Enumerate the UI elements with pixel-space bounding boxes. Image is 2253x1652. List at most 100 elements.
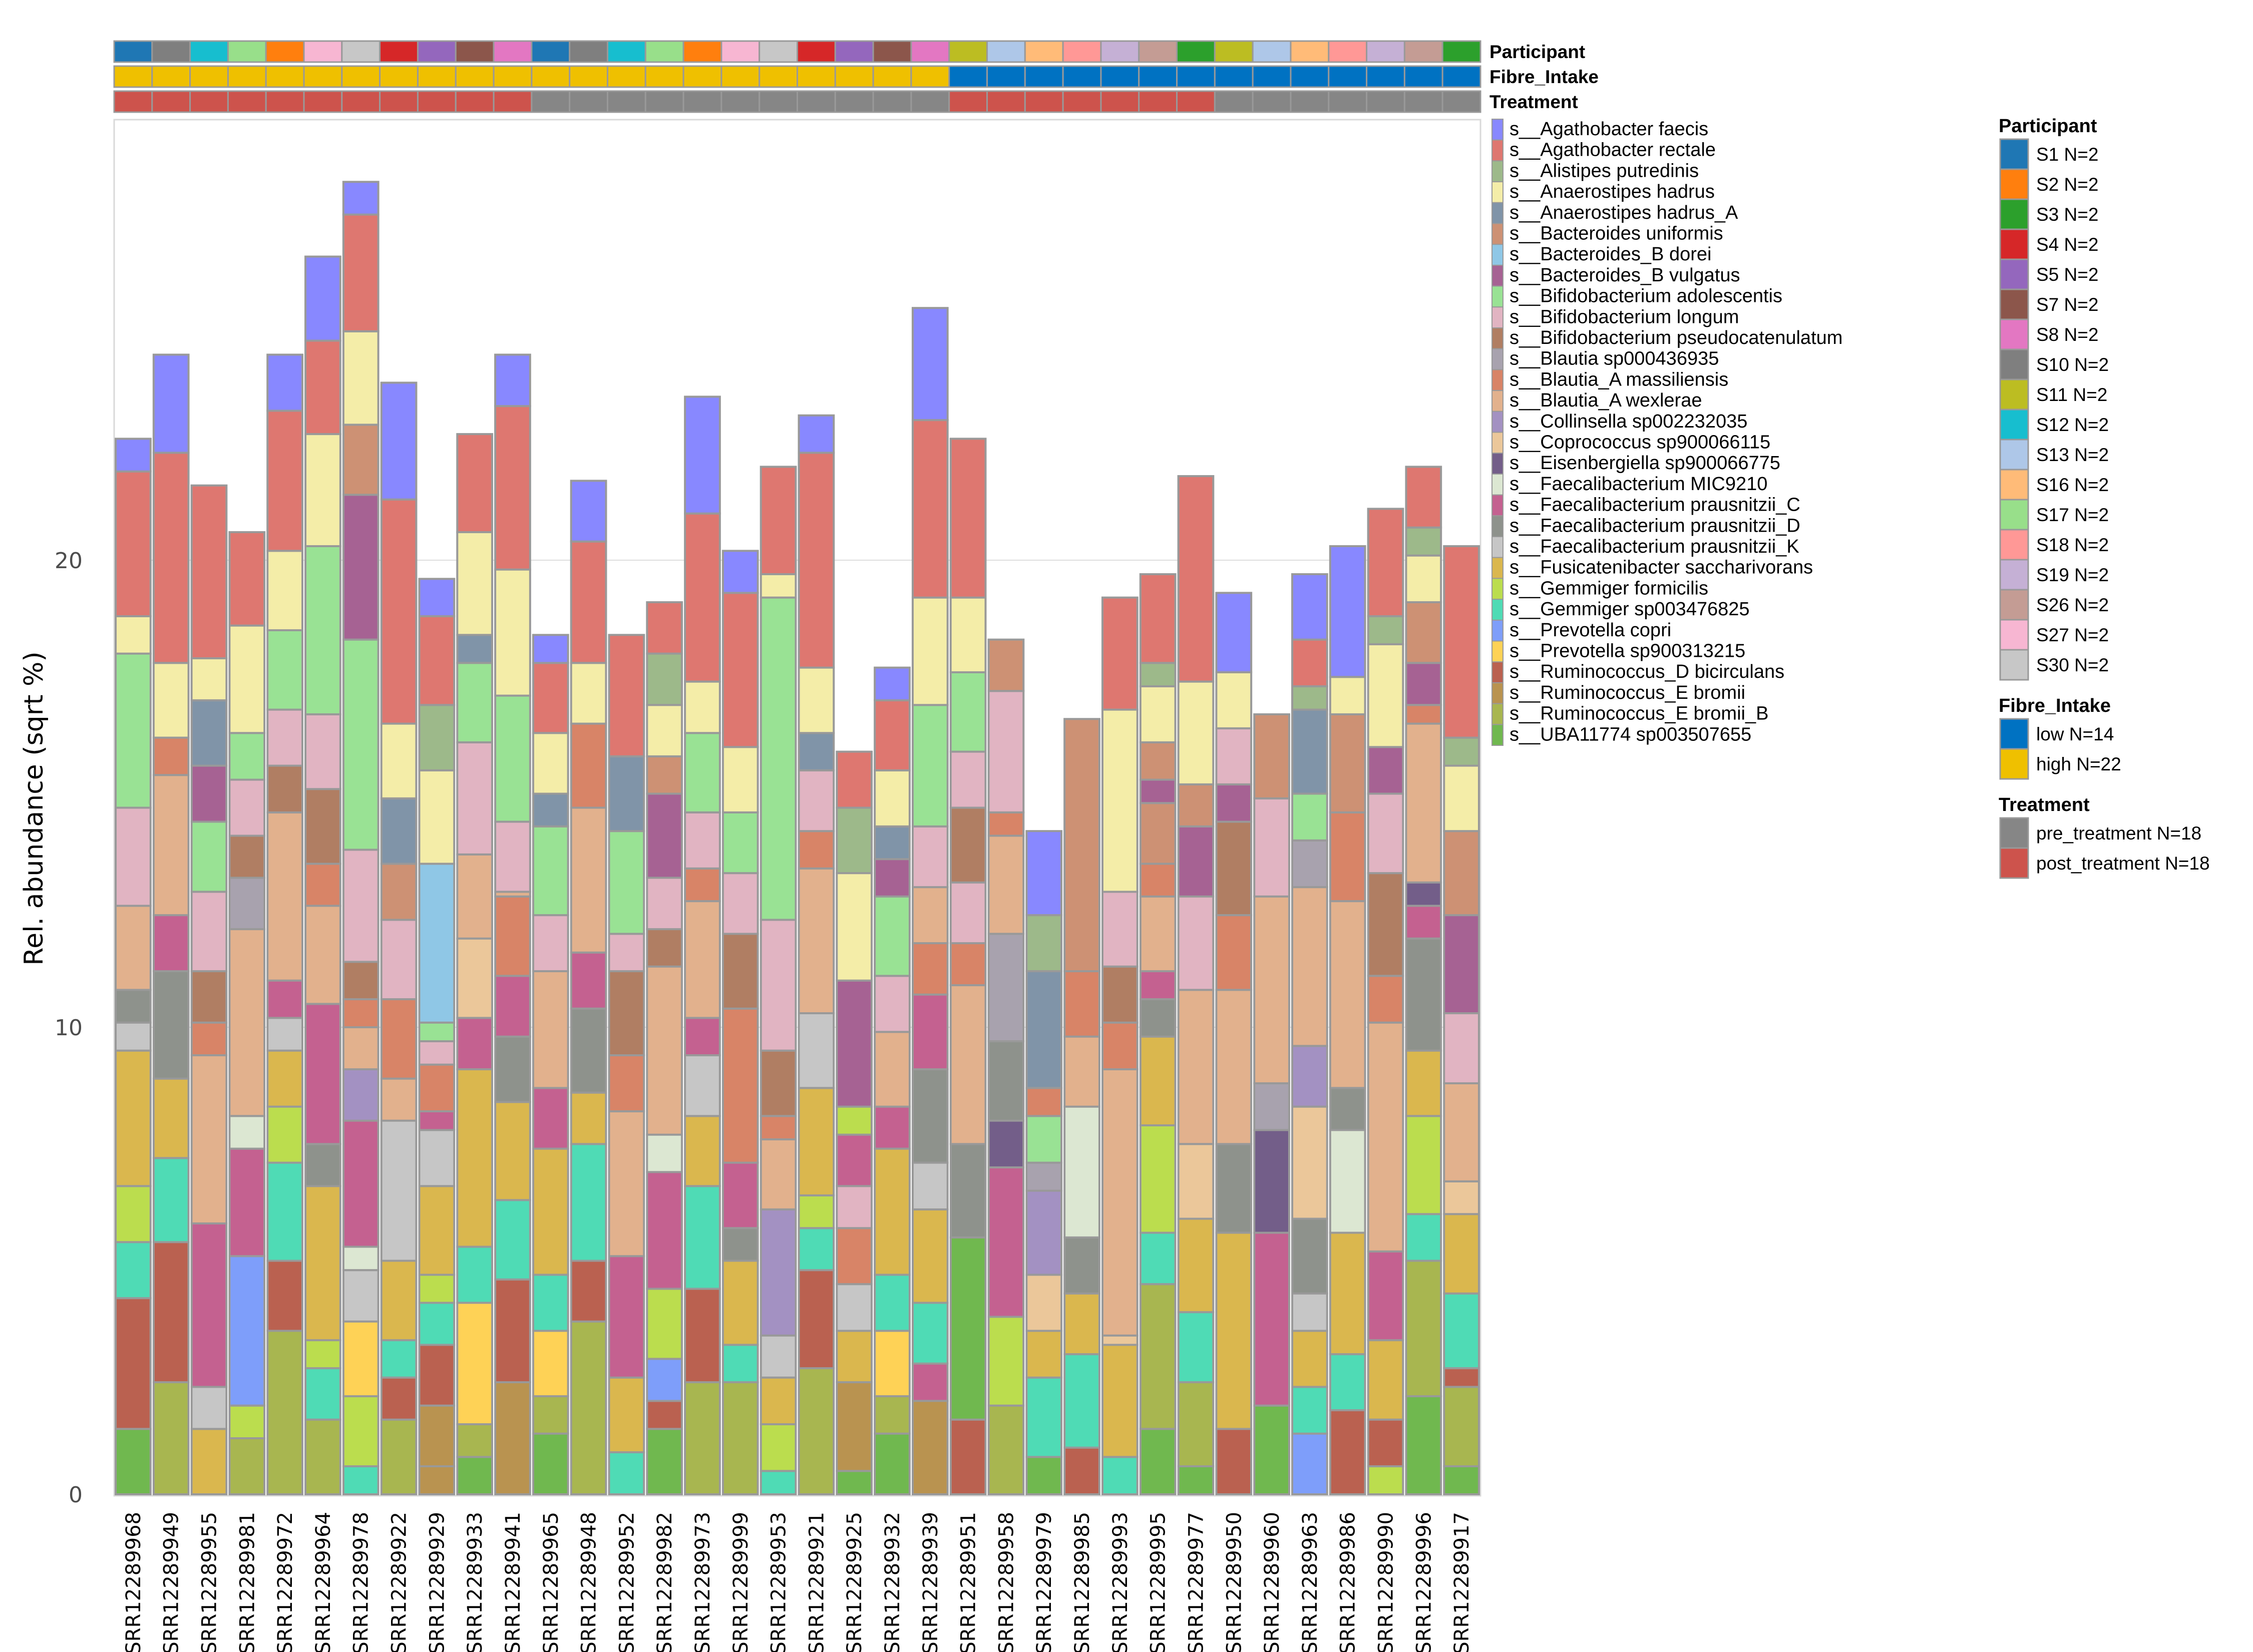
bar-segment-ruminococcus-d-bicirculans (1367, 1418, 1404, 1468)
bar-segment-agathobacter-rectale (760, 466, 797, 575)
bar-segment-gemmiger-sp003476825 (874, 1274, 911, 1332)
bar-segment-ruminococcus-d-bicirculans (152, 1241, 190, 1384)
legend-swatch (1999, 649, 2029, 681)
bar-segment-agathobacter-rectale (798, 452, 835, 669)
bar-segment-uba11774-sp003507655 (836, 1470, 873, 1496)
x-tick-label: SRR12289965 (540, 1512, 563, 1652)
bar-segment-ruminococcus-e-bromii-b (1139, 1283, 1177, 1430)
bar-segment-blautia-a-wexlerae (1063, 1035, 1100, 1108)
bar-segment-gemmiger-sp003476825 (456, 1246, 494, 1304)
legend-label: s__Gemmiger formicilis (1510, 578, 1708, 599)
bar-segment-fusicatenibacter-saccharivorans (494, 1101, 531, 1201)
bar-segment-blautia-a-wexlerae (456, 853, 494, 940)
bar-segment-gemmiger-formicilis (760, 1423, 797, 1472)
bar-segment-agathobacter-rectale (1101, 596, 1139, 711)
annotation-cell (1328, 40, 1368, 63)
legend-label: s__Agathobacter rectale (1510, 140, 1716, 161)
bar-segment-ruminococcus-d-bicirculans (115, 1297, 152, 1430)
bar-segment-anaerostipes-hadrus (266, 550, 303, 631)
annotation-cell (1214, 90, 1254, 113)
bar-segment-faecalibacterium-prausnitzii-k (798, 1012, 835, 1089)
x-tick-label: SRR12289951 (957, 1512, 980, 1652)
bar-segment-ruminococcus-e-bromii (418, 1465, 456, 1496)
bar-segment-ruminococcus-e-bromii-b (570, 1320, 607, 1496)
annotation-cell (797, 65, 836, 88)
legend-swatch (1491, 453, 1504, 475)
x-tick-label: SRR12289941 (502, 1512, 525, 1652)
annotation-cell (1062, 90, 1102, 113)
bar-segment-coprococcus-sp900066115 (456, 937, 494, 1019)
y-axis: 0 10 20 (55, 548, 83, 1508)
legend-label: s__Faecalibacterium prausnitzii_C (1510, 495, 1800, 516)
bar-segment-uba11774-sp003507655 (456, 1456, 494, 1496)
bar-segment-faecalibacterium-prausnitzii-d (1405, 937, 1442, 1052)
bar-segment-bifidobacterium-adolescentis (304, 545, 341, 715)
bar-segment-faecalibacterium-prausnitzii-c (532, 1087, 569, 1150)
legend-swatch (1999, 589, 2029, 621)
bar-segment-faecalibacterium-mic9210 (1329, 1129, 1366, 1234)
annotation-cell (1328, 90, 1368, 113)
legend-item-blautia-a-wexlerae: s__Blautia_A wexlerae (1491, 390, 1702, 412)
bar-segment-blautia-a-wexlerae (874, 1031, 911, 1108)
annotation-cell (682, 65, 722, 88)
bar-segment-anaerostipes-hadrus (911, 596, 949, 706)
legend-swatch (1999, 748, 2029, 780)
legend-item-s11: S11 N=2 (1999, 378, 2107, 410)
bar-segment-bifidobacterium-pseudocatenulatum (721, 933, 759, 1010)
bar-segment-alistipes-putredinis (1443, 736, 1480, 767)
annotation-cell (113, 90, 153, 113)
x-tick-label: SRR12289952 (615, 1512, 638, 1652)
x-tick-label: SRR12289979 (1033, 1512, 1056, 1652)
bar-segment-uba11774-sp003507655 (1253, 1404, 1290, 1495)
bar-segment-agathobacter-rectale (911, 419, 949, 599)
bar-segment-agathobacter-rectale (456, 433, 494, 534)
bar-segment-faecalibacterium-prausnitzii-d (1291, 1217, 1328, 1295)
bar-segment-fusicatenibacter-saccharivorans (1367, 1339, 1404, 1421)
x-tick-label: SRR12289925 (843, 1512, 866, 1652)
bar-segment-anaerostipes-hadrus (380, 722, 418, 799)
bar-segment-bacteroides-b-vulgatus (1215, 783, 1253, 823)
legend-swatch (1491, 369, 1504, 391)
bar-segment-blautia-a-massiliensis (949, 942, 987, 987)
legend-label: s__Coprococcus sp900066115 (1510, 432, 1770, 453)
bar-segment-gemmiger-formicilis (1367, 1465, 1404, 1496)
bar-segment-blautia-a-wexlerae (115, 905, 152, 991)
legend-swatch (1999, 288, 2029, 320)
bar-segment-anaerostipes-hadrus-a (1025, 970, 1063, 1089)
legend-item-s30: S30 N=2 (1999, 649, 2109, 681)
legend-item-blautia-a-massiliensis: s__Blautia_A massiliensis (1491, 369, 1728, 391)
bar-segment-ruminococcus-e-bromii (418, 1404, 456, 1468)
legend-swatch (1491, 536, 1504, 558)
bar-segment-faecalibacterium-prausnitzii-k (418, 1129, 456, 1187)
bar-segment-bifidobacterium-pseudocatenulatum (266, 764, 303, 813)
bar-segment-blautia-sp000436935 (1025, 1161, 1063, 1192)
bar-segment-blautia-a-wexlerae (911, 886, 949, 945)
bar-segment-uba11774-sp003507655 (1405, 1395, 1442, 1496)
bar-segment-bifidobacterium-longum (1101, 891, 1139, 968)
x-tick-label: SRR12289922 (388, 1512, 411, 1652)
bar-segment-gemmiger-sp003476825 (266, 1161, 303, 1262)
legend-item-bacteroides-uniformis: s__Bacteroides uniformis (1491, 223, 1723, 245)
bar-segment-anaerostipes-hadrus (570, 662, 607, 725)
bar-segment-blautia-a-wexlerae (1139, 895, 1177, 973)
bar-segment-blautia-a-massiliensis (152, 736, 190, 776)
bar-segment-faecalibacterium-prausnitzii-c (608, 1255, 645, 1379)
bar-segment-bifidobacterium-longum (798, 769, 835, 833)
bar-SRR12289964 (304, 255, 341, 1495)
bar-segment-gemmiger-sp003476825 (380, 1339, 418, 1379)
bar-segment-bacteroides-uniformis (1443, 830, 1480, 917)
annotation-cell (417, 40, 457, 63)
bar-segment-bacteroides-b-vulgatus (190, 764, 228, 823)
bar-segment-bifidobacterium-longum (987, 690, 1025, 813)
legend-item-s1: S1 N=2 (1999, 138, 2098, 170)
legend-label: S26 N=2 (2036, 595, 2109, 615)
bar-SRR12289953 (760, 466, 797, 1496)
legend-item-s12: S12 N=2 (1999, 408, 2109, 441)
bar-segment-bifidobacterium-adolescentis (342, 638, 380, 851)
legend-swatch (1491, 494, 1504, 517)
bar-segment-faecalibacterium-prausnitzii-c (228, 1147, 266, 1258)
bar-segment-anaerostipes-hadrus (228, 624, 266, 734)
legend-item-s18: S18 N=2 (1999, 529, 2109, 561)
legend-label: s__Alistipes putredinis (1510, 160, 1699, 181)
bar-segment-agathobacter-faecis (1329, 545, 1366, 678)
